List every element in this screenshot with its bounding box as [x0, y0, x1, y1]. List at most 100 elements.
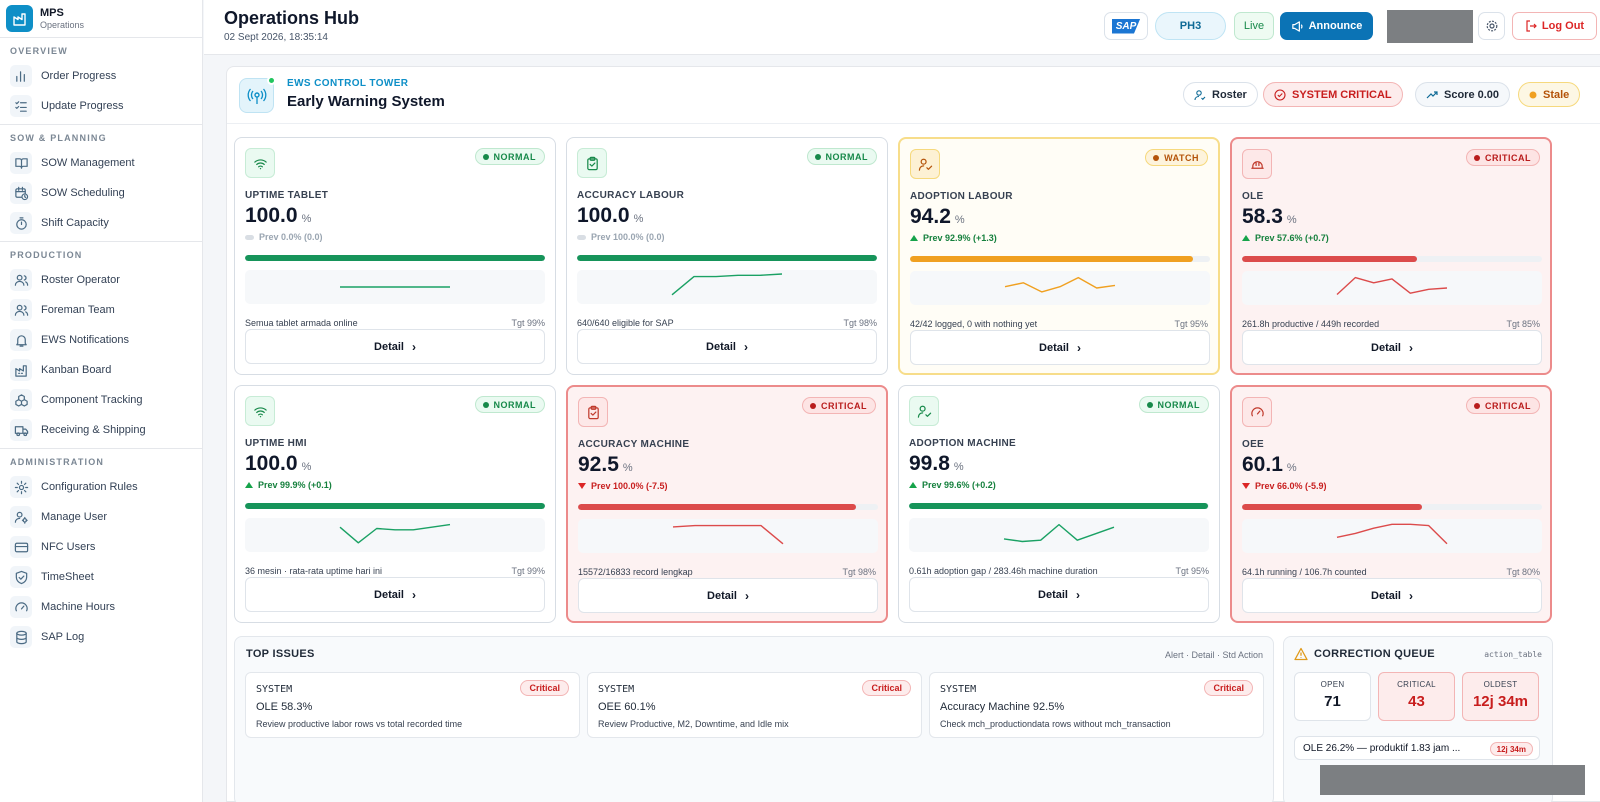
issue-card[interactable]: SYSTEM Critical OEE 60.1% Review Productive… [587, 672, 922, 738]
score-badge[interactable]: Score 0.00 [1415, 82, 1511, 107]
queue-critical-stat[interactable]: CRITICAL 43 [1378, 672, 1455, 721]
sidebar-item-update-progress[interactable]: Update Progress [0, 91, 202, 121]
kpi-value: 60.1% [1242, 453, 1297, 477]
ews-panel: EWS CONTROL TOWER Early Warning System R… [226, 66, 1600, 802]
sparkline-series [1004, 276, 1116, 293]
kpi-progress-fill [909, 503, 1209, 509]
kpi-detail-button[interactable]: Detail › [578, 578, 878, 613]
status-dot [267, 76, 276, 85]
issue-card[interactable]: SYSTEM Critical Accuracy Machine 92.5% Chec… [929, 672, 1264, 738]
status-badge: CRITICAL [802, 397, 876, 414]
top-issues-legend: Alert · Detail · Std Action [1164, 650, 1263, 660]
sidebar-item-order-progress[interactable]: Order Progress [0, 61, 202, 91]
kpi-card-accuracy-labour[interactable]: NORMAL ACCURACY LABOUR 100.0% Prev 100.0% (… [566, 137, 888, 375]
kpi-card-adoption-machine[interactable]: NORMAL ADOPTION MACHINE 99.8% Prev 99.6% (+… [898, 385, 1220, 623]
trend-up-icon [245, 482, 253, 488]
sidebar-item-shift-capacity[interactable]: Shift Capacity [0, 208, 202, 238]
kpi-value-number: 92.5 [578, 453, 619, 476]
sidebar-item-component-tracking[interactable]: Component Tracking [0, 385, 202, 415]
kpi-detail-label: Detail [374, 588, 404, 601]
issue-action: Review productive labor rows vs total re… [256, 719, 463, 729]
sidebar-item-sow-scheduling[interactable]: SOW Scheduling [0, 178, 202, 208]
kpi-previous: Prev 99.6% (+0.2) [909, 480, 996, 490]
kpi-detail-button[interactable]: Detail › [245, 577, 545, 612]
roster-button[interactable]: Roster [1183, 82, 1258, 107]
sidebar-item-foreman-team[interactable]: Foreman Team [0, 295, 202, 325]
issue-severity-badge: Critical [520, 680, 569, 696]
kpi-unit: % [954, 214, 965, 226]
kpi-value: 100.0% [245, 204, 311, 228]
warning-icon [1294, 647, 1308, 661]
kpi-detail-label: Detail [706, 340, 736, 353]
issue-card[interactable]: SYSTEM Critical OLE 58.3% Review productive… [245, 672, 580, 738]
sidebar-item-manage-user[interactable]: Manage User [0, 502, 202, 532]
kpi-value: 92.5% [578, 453, 633, 477]
calendar-clock-icon [10, 182, 32, 204]
database-icon [10, 626, 32, 648]
live-button[interactable]: Live [1234, 12, 1274, 40]
kpi-detail-button[interactable]: Detail › [910, 330, 1210, 365]
sidebar-item-sap-log[interactable]: SAP Log [0, 622, 202, 652]
kpi-name: UPTIME TABLET [245, 190, 329, 201]
queue-item[interactable]: OLE 26.2% — produktif 1.83 jam ... 12j 3… [1294, 736, 1540, 760]
factory-logo-icon [6, 5, 33, 32]
kpi-detail-button[interactable]: Detail › [577, 329, 877, 364]
sidebar-item-ews-notifications[interactable]: EWS Notifications [0, 325, 202, 355]
chevron-right-icon: › [411, 587, 416, 602]
sidebar-item-receiving-shipping[interactable]: Receiving & Shipping [0, 415, 202, 445]
kpi-card-adoption-labour[interactable]: WATCH ADOPTION LABOUR 94.2% Prev 92.9% (+1.… [898, 137, 1220, 375]
system-critical-badge[interactable]: SYSTEM CRITICAL [1263, 82, 1403, 107]
kpi-detail-label: Detail [1371, 341, 1401, 354]
kpi-progress-fill [578, 504, 856, 510]
queue-open-stat[interactable]: OPEN 71 [1294, 672, 1371, 721]
queue-oldest-stat[interactable]: OLDEST 12j 34m [1462, 672, 1539, 721]
status-badge-label: NORMAL [493, 399, 536, 410]
sidebar-item-timesheet[interactable]: TimeSheet [0, 562, 202, 592]
sidebar-item-label: Roster Operator [41, 274, 120, 286]
stale-badge[interactable]: Stale [1518, 82, 1581, 107]
kpi-detail-button[interactable]: Detail › [1242, 578, 1542, 613]
kpi-card-oee[interactable]: CRITICAL OEE 60.1% Prev 66.0% (-5.9) 64.1h r… [1230, 385, 1552, 623]
kpi-detail-button[interactable]: Detail › [1242, 330, 1542, 365]
kpi-sparkline [909, 518, 1209, 552]
issue-severity-badge: Critical [862, 680, 911, 696]
kpi-detail-button[interactable]: Detail › [245, 329, 545, 364]
kpi-card-accuracy-machine[interactable]: CRITICAL ACCURACY MACHINE 92.5% Prev 100.0%… [566, 385, 888, 623]
sap-logo-icon: SAP [1111, 18, 1141, 34]
queue-item-age: 12j 34m [1489, 742, 1533, 756]
kpi-unit: % [301, 213, 312, 225]
sidebar-item-kanban-board[interactable]: Kanban Board [0, 355, 202, 385]
sidebar-item-label: EWS Notifications [41, 334, 130, 346]
nav-section-heading: ADMINISTRATION [10, 457, 105, 467]
top-header: Operations Hub 02 Sept 2026, 18:35:14 SA… [204, 0, 1600, 55]
users-icon [10, 269, 32, 291]
ph3-button[interactable]: PH3 [1155, 12, 1226, 40]
kpi-unit: % [633, 213, 644, 225]
kpi-unit: % [1286, 214, 1297, 226]
sap-button[interactable]: SAP [1104, 12, 1148, 40]
sidebar-item-label: Order Progress [41, 70, 117, 82]
antenna-icon [239, 76, 276, 113]
kpi-card-uptime-tablet[interactable]: NORMAL UPTIME TABLET 100.0% Prev 0.0% (0.0)… [234, 137, 556, 375]
nav-section: PRODUCTION Roster Operator Foreman Team EWS… [0, 242, 202, 449]
kpi-detail-button[interactable]: Detail › [909, 577, 1209, 612]
kpi-footnote: 64.1h running / 106.7h counted [1242, 567, 1367, 577]
kpi-target: Tgt 95% [1174, 319, 1208, 329]
issue-severity-badge: Critical [1204, 680, 1253, 696]
logout-button[interactable]: Log Out [1512, 12, 1597, 40]
settings-button[interactable] [1478, 12, 1505, 40]
brand[interactable]: MPS Operations [0, 0, 202, 38]
nav-section-heading: SOW & PLANNING [10, 133, 107, 143]
kpi-value: 58.3% [1242, 205, 1297, 229]
sidebar-item-roster-operator[interactable]: Roster Operator [0, 265, 202, 295]
announce-button[interactable]: Announce [1280, 12, 1373, 40]
nav-section: OVERVIEW Order Progress Update Progress [0, 38, 202, 125]
chevron-right-icon: › [743, 339, 748, 354]
sidebar-item-sow-management[interactable]: SOW Management [0, 148, 202, 178]
kpi-card-ole[interactable]: CRITICAL OLE 58.3% Prev 57.6% (+0.7) 261.8h … [1230, 137, 1552, 375]
kpi-value-number: 60.1 [1242, 453, 1283, 476]
sidebar-item-configuration-rules[interactable]: Configuration Rules [0, 472, 202, 502]
sidebar-item-machine-hours[interactable]: Machine Hours [0, 592, 202, 622]
kpi-card-uptime-hmi[interactable]: NORMAL UPTIME HMI 100.0% Prev 99.9% (+0.1) 3… [234, 385, 556, 623]
sidebar-item-nfc-users[interactable]: NFC Users [0, 532, 202, 562]
